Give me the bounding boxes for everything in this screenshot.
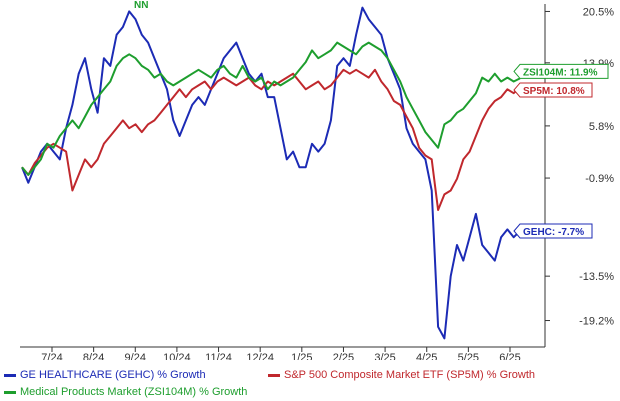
x-tick-label: 1/25	[291, 352, 312, 360]
legend-label-gehc: GE HEALTHCARE (GEHC) % Growth	[20, 369, 206, 381]
legend-item-sp5m: S&P 500 Composite Market ETF (SP5M) % Gr…	[268, 369, 535, 381]
top-marker: NN	[134, 0, 149, 11]
x-tick-label: 8/24	[83, 352, 104, 360]
series-line-sp5m	[21, 68, 521, 211]
legend-item-gehc: GE HEALTHCARE (GEHC) % Growth	[4, 369, 206, 381]
series-line-zsi	[21, 41, 521, 176]
y-tick-label: -0.9%	[585, 173, 614, 185]
end-label-box-gehc	[513, 223, 593, 239]
legend-swatch-gehc	[4, 373, 16, 377]
x-tick-label: 5/25	[458, 352, 479, 360]
chart-canvas: 20.5%13.9%5.8%-0.9%-13.5%-19.2% 7/24 8/24…	[20, 4, 614, 360]
end-label-gehc: GEHC: -7.7%	[513, 223, 593, 239]
legend-swatch-zsi	[4, 390, 16, 394]
end-label-text-sp5m: SP5M: 10.8%	[523, 86, 585, 97]
x-tick-label: 2/25	[333, 352, 354, 360]
end-label-text-zsi: ZSI104M: 11.9%	[523, 67, 598, 78]
y-tick-label: -19.2%	[579, 316, 614, 328]
legend-label-sp5m: S&P 500 Composite Market ETF (SP5M) % Gr…	[284, 369, 536, 381]
end-label-box-zsi	[513, 63, 609, 79]
legend: GE HEALTHCARE (GEHC) % Growth S&P 500 Co…	[0, 360, 620, 401]
legend-swatch-sp5m	[268, 373, 280, 377]
series-line-gehc	[21, 6, 521, 340]
x-tick-layer: 7/24 8/24 9/24 10/24 11/24 12/24 1/25 2/25 3/25 4…	[41, 347, 521, 360]
x-tick-label: 10/24	[163, 352, 191, 360]
end-label-zsi: ZSI104M: 11.9%	[513, 63, 609, 79]
legend-label-zsi: Medical Products Market (ZSI104M) % Grow…	[20, 386, 248, 398]
x-tick-label: 12/24	[246, 352, 274, 360]
x-tick-label: 3/25	[374, 352, 395, 360]
end-label-text-gehc: GEHC: -7.7%	[523, 227, 584, 238]
y-tick-layer: 20.5%13.9%5.8%-0.9%-13.5%-19.2%	[545, 6, 614, 328]
end-label-box-sp5m	[513, 82, 593, 98]
end-label-sp5m: SP5M: 10.8%	[513, 82, 593, 98]
x-tick-label: 11/24	[205, 352, 232, 360]
series-layer	[21, 6, 521, 340]
x-tick-label: 6/25	[499, 352, 520, 360]
x-tick-label: 9/24	[125, 352, 146, 360]
y-tick-label: 5.8%	[589, 121, 614, 133]
y-tick-label: -13.5%	[579, 271, 614, 283]
y-tick-label: 20.5%	[583, 6, 614, 18]
x-tick-label: 7/24	[41, 352, 62, 360]
x-tick-label: 4/25	[416, 352, 437, 360]
legend-item-zsi: Medical Products Market (ZSI104M) % Grow…	[4, 386, 247, 398]
end-label-layer: GEHC: -7.7% SP5M: 10.8% ZSI104M: 11.9%	[513, 63, 609, 239]
